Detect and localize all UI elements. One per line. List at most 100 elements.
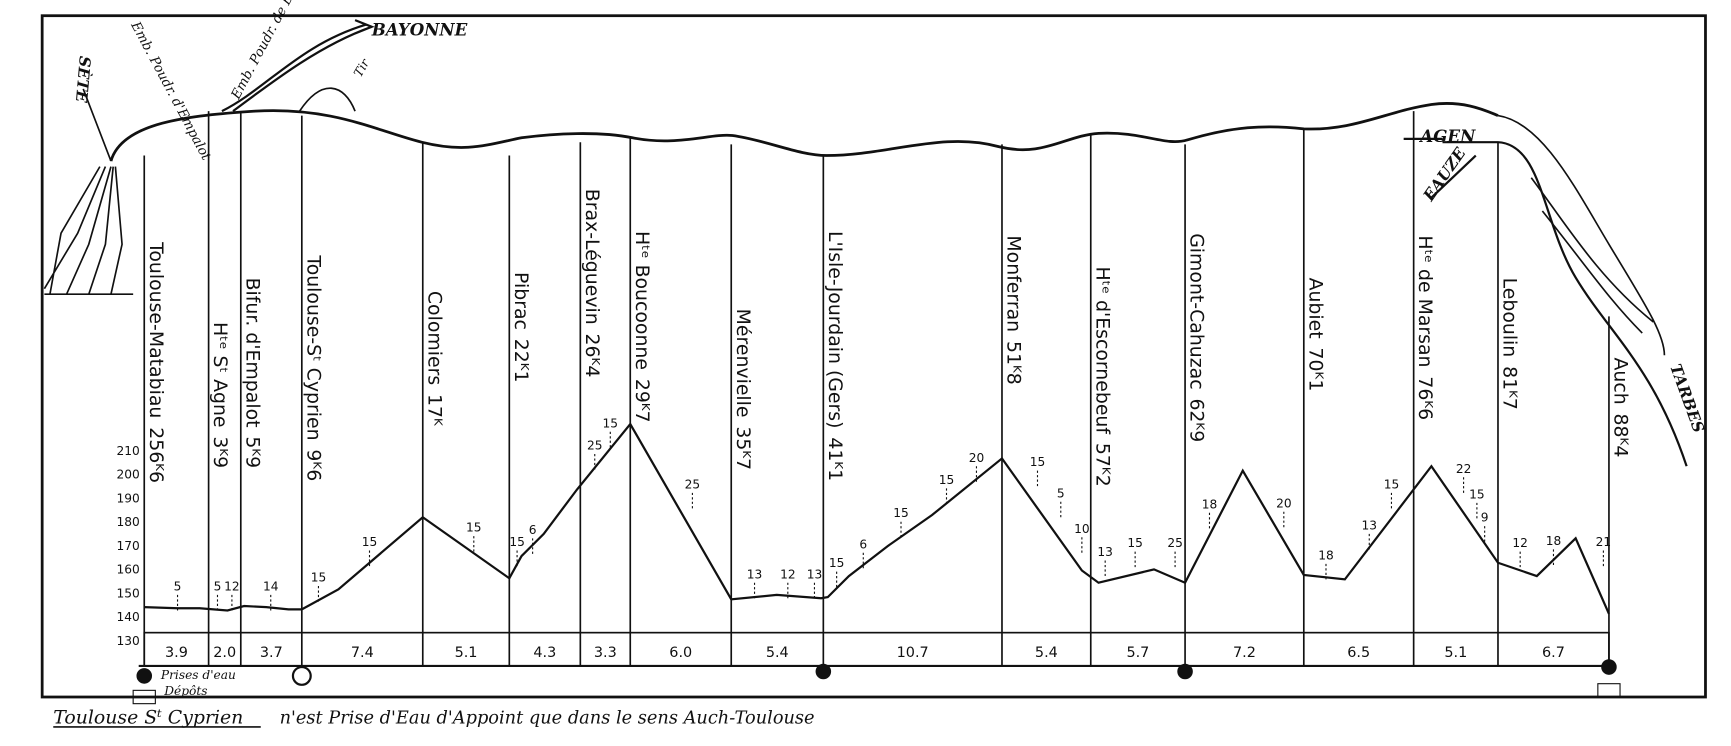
grade-label: 25 — [685, 477, 701, 491]
distance-label: 7.4 — [351, 645, 374, 661]
station-km: 22ᴷ1 — [510, 339, 532, 383]
distance-label: 5.7 — [1126, 645, 1149, 661]
station-label: Colomiers 17ᴷ — [423, 291, 445, 427]
station-km: 70ᴷ1 — [1304, 348, 1326, 392]
station-km: 29ᴷ7 — [631, 379, 653, 423]
station-label: Monferran 51ᴷ8 — [1003, 235, 1025, 384]
grade-label: 21 — [1596, 535, 1612, 549]
station-label: Hᵗᵉ Boucoonne 29ᴷ7 — [631, 231, 653, 423]
altitude-label: 190 — [117, 491, 140, 505]
tunnel-mound — [298, 87, 356, 112]
station-km: 62ᴷ9 — [1186, 398, 1208, 442]
distance-label: 5.4 — [1035, 645, 1058, 661]
distance-label: 5.1 — [1444, 645, 1467, 661]
distance-label: 6.5 — [1347, 645, 1370, 661]
distance-label: 10.7 — [897, 645, 929, 661]
depot — [1597, 683, 1621, 698]
station-name: Pibrac — [510, 272, 532, 330]
station-km: 57ᴷ2 — [1091, 443, 1113, 487]
station-label: L'Isle-Jourdain (Gers) 41ᴷ1 — [824, 231, 846, 481]
station-label: Gimont-Cahuzac 62ᴷ9 — [1186, 233, 1208, 442]
station-name: Hᵗᵉ Boucoonne — [631, 231, 653, 370]
station-label: Toulouse-Sᵗ Cyprien 9ᴷ6 — [302, 254, 324, 481]
footer-note: n'est Prise d'Eau d'Appoint que dans le … — [280, 709, 815, 729]
station-label: Mérenvielle 35ᴷ7 — [732, 309, 754, 471]
grade-label: 25 — [587, 439, 603, 453]
main-track — [109, 102, 1499, 162]
grade-label: 14 — [263, 579, 279, 593]
station-name: Colomiers — [423, 291, 445, 385]
station-label: Aubiet 70ᴷ1 — [1304, 278, 1326, 392]
grade-label: 15 — [362, 535, 378, 549]
track-tarbes — [1442, 141, 1688, 467]
grade-label: 6 — [529, 523, 537, 537]
grade-label: 22 — [1456, 462, 1472, 476]
grade-label: 20 — [1276, 496, 1292, 510]
grade-label: 15 — [603, 416, 619, 430]
station-km: 3ᴷ9 — [209, 436, 231, 468]
grade-label: 9 — [1481, 511, 1489, 525]
station-name: Bifur. d'Empalot — [241, 278, 263, 428]
grade-label: 15 — [1384, 477, 1400, 491]
branch-lines — [1497, 114, 1666, 356]
place-tarbes: TARBES — [1666, 361, 1708, 435]
place-eauze: EAUZE — [1419, 144, 1470, 205]
altitude-label: 170 — [117, 539, 140, 553]
altitude-label: 160 — [117, 563, 140, 577]
station-name: Aubiet — [1304, 278, 1326, 339]
grade-label: 25 — [1167, 536, 1183, 550]
place-tir: Tir — [351, 56, 373, 79]
frame — [40, 14, 1707, 699]
station-name: Leboulin — [1499, 278, 1521, 358]
grade-label: 12 — [224, 579, 240, 593]
station-name: Mérenvielle — [732, 309, 754, 418]
station-label: Pibrac 22ᴷ1 — [510, 272, 532, 383]
grade-label: 18 — [1318, 548, 1334, 562]
station-name: L'Isle-Jourdain (Gers) — [824, 231, 846, 428]
depot — [132, 689, 156, 705]
water-point-auxiliary — [291, 665, 312, 686]
station-label: Hᵗᵉ d'Escornebeuf 57ᴷ2 — [1091, 266, 1113, 486]
station-label: Hᵗᵉ Sᵗ Agne 3ᴷ9 — [209, 322, 231, 468]
altitude-label: 200 — [117, 468, 140, 482]
station-km: 35ᴷ7 — [732, 426, 754, 470]
station-km: 256ᴷ6 — [145, 427, 167, 483]
place-empalot: Emb. Poudr. d'Empalot — [127, 19, 214, 164]
place-bayonne: BAYONNE — [371, 20, 468, 40]
legend-depots: Dépôts — [163, 684, 207, 698]
station-km: 9ᴷ6 — [302, 449, 324, 481]
grade-label: 18 — [1546, 534, 1562, 548]
distance-label: 5.4 — [766, 645, 789, 661]
station-label: Bifur. d'Empalot 5ᴷ9 — [241, 278, 263, 469]
station-label: Leboulin 81ᴷ7 — [1499, 278, 1521, 410]
distance-label: 6.7 — [1542, 645, 1565, 661]
grade-label: 10 — [1074, 522, 1090, 536]
grade-label: 12 — [1512, 536, 1528, 550]
water-points — [132, 659, 1621, 705]
grade-label: 12 — [780, 567, 796, 581]
sete-tracks — [43, 88, 134, 296]
distance-label: 3.9 — [165, 645, 188, 661]
station-name: Auch — [1609, 357, 1631, 404]
agen-eauze-arrows — [1403, 137, 1477, 199]
station-label: Auch 88ᴷ4 — [1609, 357, 1631, 457]
station-km: 41ᴷ1 — [824, 437, 846, 481]
distance-label: 5.1 — [455, 645, 478, 661]
grade-label: 15 — [1127, 536, 1143, 550]
place-sete: SÈTE — [72, 55, 95, 103]
place-agen: AGEN — [1418, 126, 1476, 146]
distance-label: 4.3 — [533, 645, 556, 661]
station-name: Brax-Léguevin — [581, 189, 603, 325]
station-name: Toulouse-Sᵗ Cyprien — [302, 254, 324, 440]
grade-label: 5 — [174, 579, 182, 593]
altitude-label: 210 — [117, 444, 140, 458]
elevation-profile — [144, 422, 1610, 615]
grade-label: 13 — [1097, 545, 1113, 559]
station-km: 76ᴷ6 — [1414, 376, 1436, 420]
station-km: 51ᴷ8 — [1003, 341, 1025, 385]
distance-label: 3.3 — [594, 645, 617, 661]
station-km: 81ᴷ7 — [1499, 366, 1521, 410]
grade-label: 13 — [807, 567, 823, 581]
water-point — [815, 663, 832, 680]
